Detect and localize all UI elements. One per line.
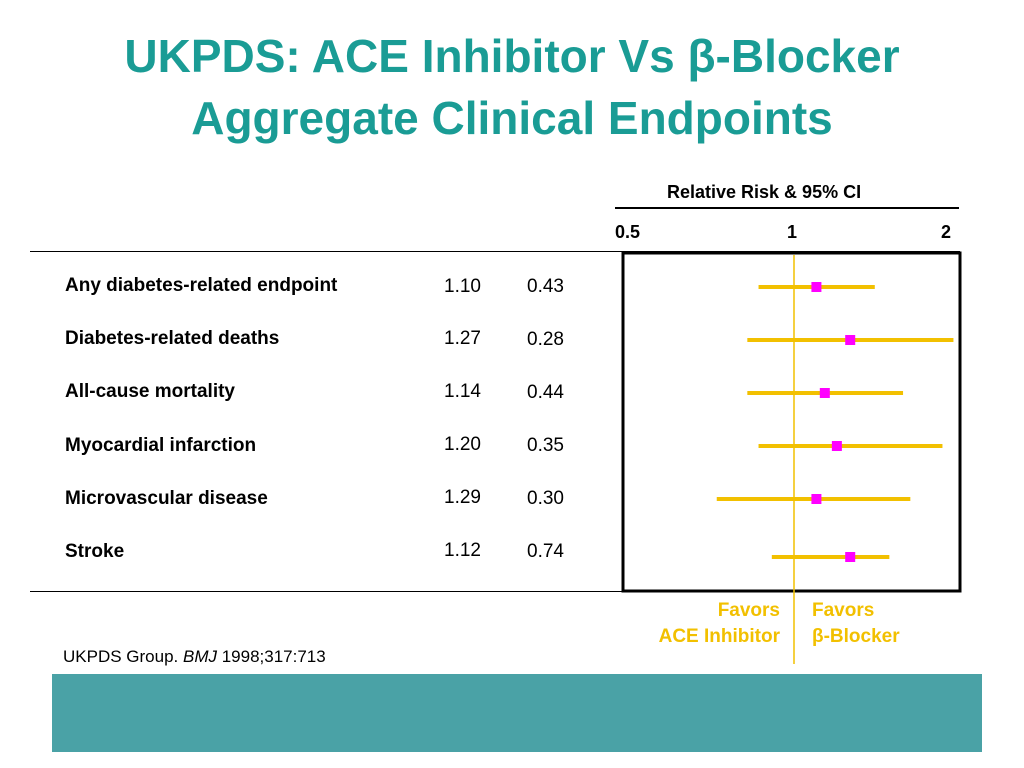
citation-prefix: UKPDS Group. <box>63 647 183 666</box>
p-value: 0.35 <box>527 435 564 456</box>
tick-label-1: 1 <box>787 222 798 242</box>
p-value: 0.44 <box>527 382 564 403</box>
favors-beta-label: Favors β-Blocker <box>812 598 992 650</box>
row-label: All-cause mortality <box>65 381 235 402</box>
p-value: 0.28 <box>527 329 564 350</box>
header-rule <box>615 207 959 209</box>
plot-frame <box>621 251 962 593</box>
point-estimate <box>845 552 856 562</box>
rr-value: 1.29 <box>444 487 481 508</box>
p-value: 0.43 <box>527 276 564 297</box>
slide-title-line1: UKPDS: ACE Inhibitor Vs β-Blocker <box>124 30 900 82</box>
table-top-rule <box>30 251 960 252</box>
rr-value: 1.14 <box>444 381 481 402</box>
row-label: Stroke <box>65 541 125 562</box>
row-label: Microvascular disease <box>65 488 268 509</box>
chart-header: Relative Risk & 95% CI <box>667 182 862 202</box>
point-estimate <box>811 282 822 292</box>
citation-suffix: 1998;317:713 <box>217 647 326 666</box>
tick-label-0.5: 0.5 <box>615 222 641 242</box>
citation: UKPDS Group. BMJ 1998;317:713 <box>63 647 326 667</box>
row-label: Diabetes-related deaths <box>65 328 280 349</box>
rr-value: 1.10 <box>444 276 481 297</box>
tick-label-2: 2 <box>941 222 952 242</box>
footer-band <box>52 674 982 752</box>
favors-beta-line2: β-Blocker <box>812 626 900 647</box>
favors-beta-line1: Favors <box>812 600 875 621</box>
table-bottom-rule <box>30 591 960 592</box>
slide-title-line2: Aggregate Clinical Endpoints <box>191 92 833 144</box>
citation-journal: BMJ <box>183 647 217 666</box>
row-label: Any diabetes-related endpoint <box>65 275 338 296</box>
p-value: 0.30 <box>527 488 564 509</box>
favors-ace-line2: ACE Inhibitor <box>658 626 780 647</box>
favors-ace-line1: Favors <box>717 600 780 621</box>
rr-value: 1.12 <box>444 540 481 561</box>
row-label: Myocardial infarction <box>65 435 257 456</box>
rr-value: 1.27 <box>444 328 481 349</box>
rr-value: 1.20 <box>444 434 481 455</box>
point-estimate <box>811 494 822 504</box>
favors-ace-label: Favors ACE Inhibitor <box>600 598 780 650</box>
p-value: 0.74 <box>527 541 564 562</box>
point-estimate <box>831 441 842 451</box>
point-estimate <box>845 335 856 345</box>
point-estimate <box>819 388 830 398</box>
